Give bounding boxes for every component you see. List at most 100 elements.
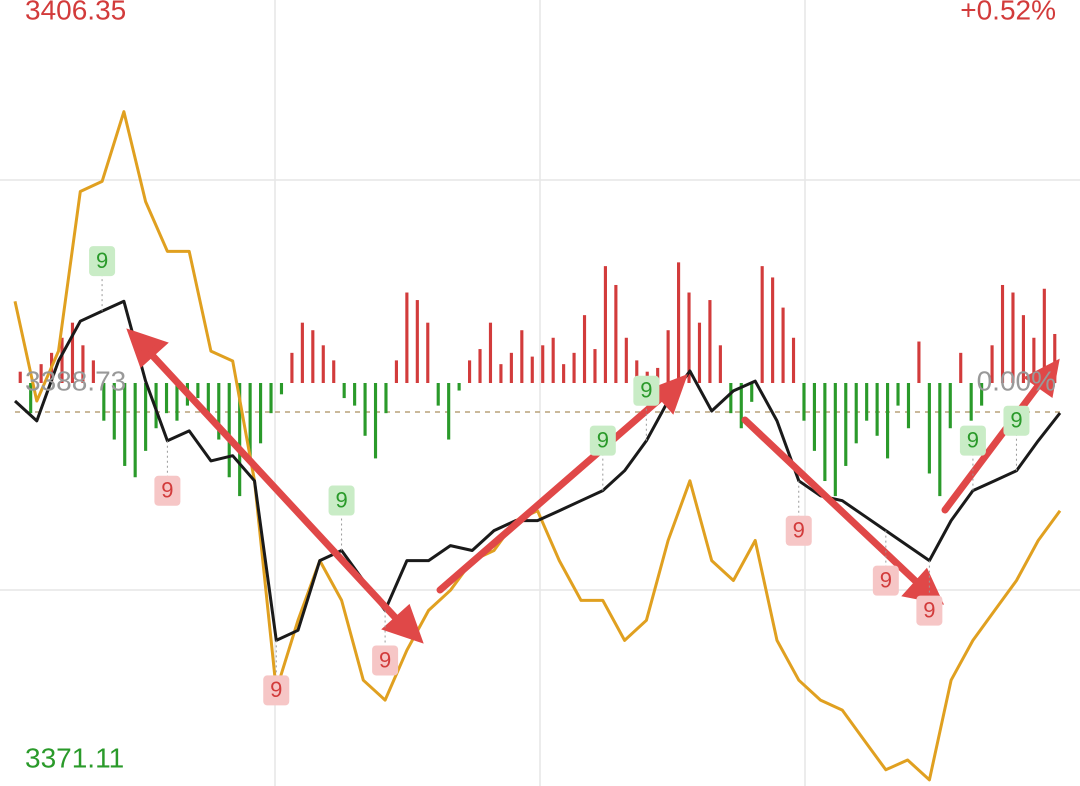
bar bbox=[164, 383, 169, 414]
bar bbox=[603, 266, 607, 383]
bar bbox=[781, 307, 785, 383]
bar bbox=[144, 383, 148, 451]
bar bbox=[1053, 333, 1057, 383]
bar bbox=[373, 383, 378, 459]
bar bbox=[739, 383, 743, 429]
bar bbox=[1042, 288, 1046, 383]
bar bbox=[1000, 284, 1005, 383]
bar bbox=[708, 300, 712, 383]
bar bbox=[906, 383, 911, 429]
bar bbox=[771, 277, 775, 383]
bar bbox=[342, 383, 346, 399]
bar bbox=[760, 266, 764, 383]
annotation-label: 9 bbox=[161, 478, 173, 503]
bar bbox=[656, 367, 660, 383]
annotation-badge bbox=[785, 515, 812, 546]
bar bbox=[948, 383, 952, 429]
bar bbox=[415, 300, 419, 383]
bar bbox=[582, 315, 587, 383]
bar bbox=[969, 383, 973, 421]
bar bbox=[959, 352, 963, 383]
bar bbox=[823, 383, 827, 482]
bar bbox=[530, 356, 534, 383]
bar bbox=[927, 383, 931, 474]
bar bbox=[990, 345, 994, 383]
bar bbox=[238, 383, 242, 497]
bar bbox=[677, 262, 681, 383]
bar bbox=[206, 383, 210, 414]
arrows bbox=[126, 328, 1060, 644]
bar bbox=[269, 383, 273, 414]
bar bbox=[886, 383, 890, 459]
bar bbox=[405, 292, 409, 383]
series-line bbox=[13, 299, 1062, 642]
bar bbox=[290, 352, 294, 383]
annotation-badge bbox=[372, 645, 399, 676]
arrow-head bbox=[126, 328, 169, 369]
y-tick-label: 3371.11 bbox=[25, 742, 124, 773]
annotation-badge bbox=[959, 425, 986, 456]
bar bbox=[81, 345, 85, 383]
annotation-badge bbox=[916, 595, 943, 626]
bar bbox=[854, 383, 858, 444]
bar bbox=[750, 383, 754, 402]
annotation-label: 9 bbox=[96, 248, 108, 273]
y2-tick-label: 0.00% bbox=[977, 365, 1056, 396]
bar bbox=[687, 292, 691, 383]
bar bbox=[593, 349, 597, 383]
bar bbox=[133, 383, 137, 478]
arrow bbox=[741, 416, 929, 594]
bar bbox=[279, 383, 284, 395]
bar bbox=[718, 345, 722, 383]
bar bbox=[802, 383, 806, 421]
bar bbox=[551, 337, 555, 383]
bar bbox=[729, 383, 733, 414]
bar bbox=[394, 360, 398, 383]
bar bbox=[39, 364, 43, 383]
annotation-label: 9 bbox=[880, 567, 892, 592]
arrow bbox=[436, 388, 672, 594]
annotation-label: 9 bbox=[379, 647, 391, 672]
arrow bbox=[134, 336, 409, 632]
series-line bbox=[13, 110, 1062, 782]
ticks: 3406.35 3388.73 3371.11 +0.52% 0.00% bbox=[25, 0, 1056, 773]
bar bbox=[259, 383, 263, 444]
annotation-badge bbox=[589, 425, 616, 456]
bar bbox=[29, 383, 33, 414]
bar bbox=[436, 383, 440, 406]
bar bbox=[865, 383, 869, 421]
annotation-badge bbox=[89, 246, 116, 277]
bar bbox=[332, 360, 336, 383]
arrow-head bbox=[381, 603, 424, 644]
annotation-label: 9 bbox=[270, 677, 282, 702]
bar bbox=[384, 383, 388, 414]
bar bbox=[426, 322, 430, 383]
annotation-label: 9 bbox=[793, 518, 805, 543]
bar bbox=[572, 352, 576, 383]
annotation-badge bbox=[263, 675, 290, 706]
annotations: 9 9 9 9 9 9 9 9 9 9 9 9 bbox=[89, 246, 1030, 706]
annotation-label: 9 bbox=[923, 597, 935, 622]
bar bbox=[311, 330, 315, 383]
bar bbox=[520, 330, 524, 383]
arrow-head bbox=[650, 373, 688, 415]
bar bbox=[499, 364, 503, 383]
bar bbox=[833, 383, 837, 497]
bar bbox=[91, 360, 95, 383]
bar bbox=[102, 383, 106, 421]
bar bbox=[70, 322, 75, 383]
bar bbox=[300, 322, 304, 383]
bar bbox=[1032, 337, 1036, 383]
bar bbox=[666, 330, 670, 383]
bar bbox=[447, 383, 451, 440]
bar bbox=[980, 383, 984, 406]
bar bbox=[112, 383, 116, 440]
bar bbox=[217, 383, 221, 440]
bar bbox=[541, 345, 545, 383]
bar bbox=[457, 383, 461, 391]
bar bbox=[812, 383, 816, 451]
bar bbox=[363, 383, 367, 436]
annotation-label: 9 bbox=[335, 487, 347, 512]
bar bbox=[917, 341, 921, 383]
